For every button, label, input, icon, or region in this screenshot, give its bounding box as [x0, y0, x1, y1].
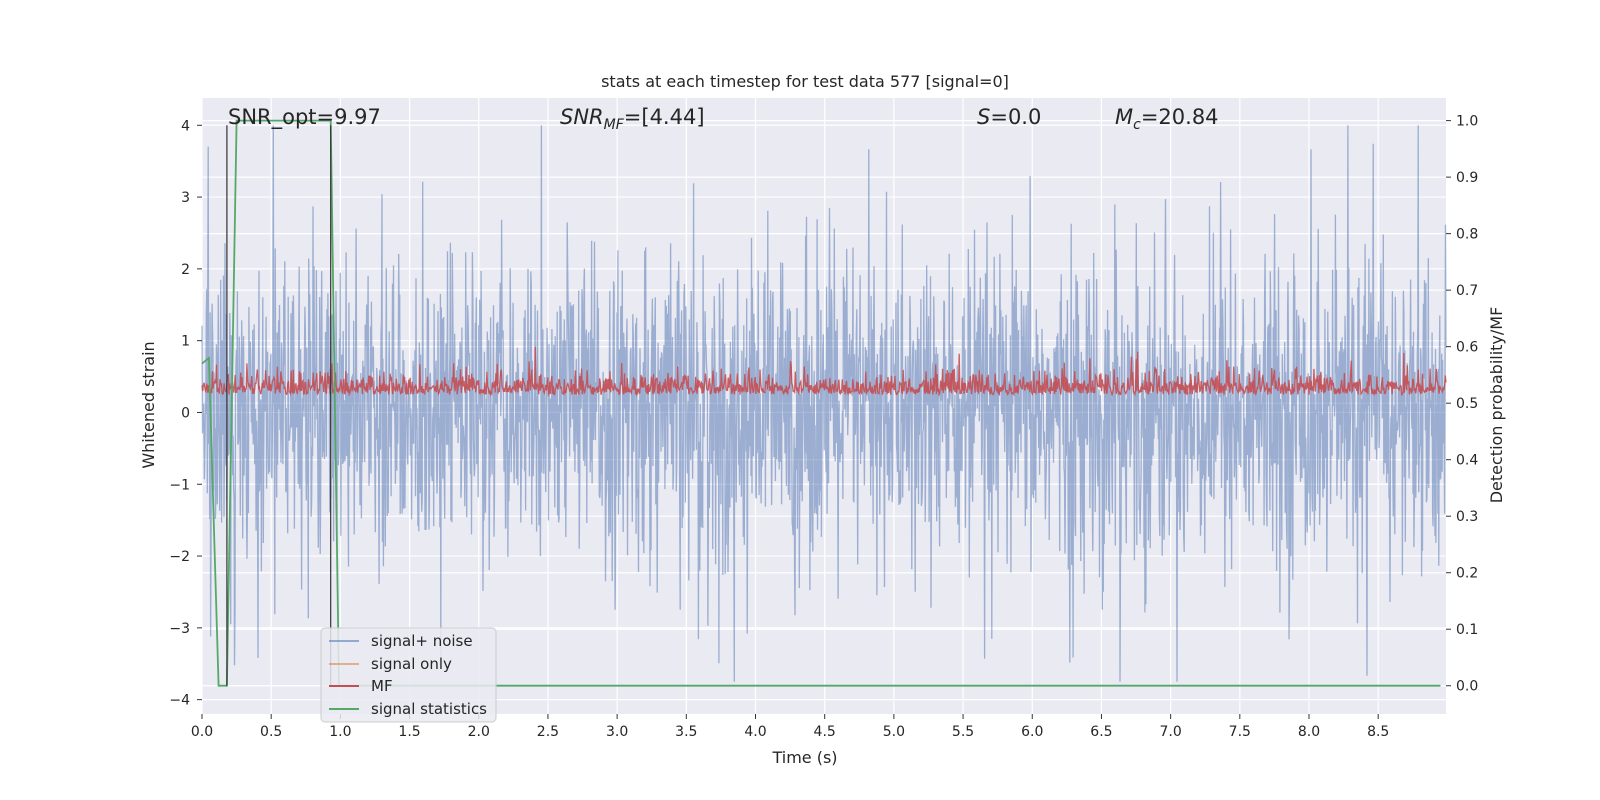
- legend-label-mf: MF: [371, 677, 393, 695]
- signal-noise-series: [201, 125, 1447, 682]
- y-axis-label-left: Whitened strain: [139, 341, 158, 468]
- y-tick-label-left: −4: [169, 693, 190, 709]
- legend-label-signal-only: signal only: [371, 655, 452, 673]
- y-tick-label-right: 0.5: [1456, 396, 1478, 412]
- mf-line: [201, 346, 1447, 398]
- x-tick-label: 5.0: [883, 724, 905, 740]
- x-tick-label: 6.0: [1021, 724, 1043, 740]
- x-tick-label: 0.5: [260, 724, 282, 740]
- y-tick-label-left: −1: [169, 477, 190, 493]
- chart-title: stats at each timestep for test data 577…: [601, 72, 1009, 91]
- y-axis-label-right: Detection probability/MF: [1487, 307, 1506, 504]
- x-tick-label: 1.5: [398, 724, 420, 740]
- annotation-mc: Mc=20.84: [1115, 105, 1219, 133]
- annotation-snr-mf: SNRMF=[4.44]: [560, 105, 705, 133]
- x-tick-label: 3.0: [606, 724, 628, 740]
- y-tick-label-left: 1: [181, 334, 190, 350]
- y-tick-label-right: 0.7: [1456, 283, 1478, 299]
- legend-box: [320, 627, 497, 723]
- legend-label-signal-statistics: signal statistics: [371, 700, 487, 718]
- x-tick-label: 8.5: [1367, 724, 1389, 740]
- y-tick-label-left: −3: [169, 621, 190, 637]
- y-tick-label-right: 1.0: [1456, 114, 1478, 130]
- annotation-snr-opt: SNR_opt=9.97: [228, 105, 381, 130]
- y-tick-label-left: −2: [169, 549, 190, 565]
- y-tick-label-left: 3: [181, 190, 190, 206]
- y-axis-left: 4 3 2 1 0 −1 −2 −3 −4: [169, 118, 202, 709]
- x-tick-label: 7.0: [1159, 724, 1181, 740]
- legend-label-signal-noise: signal+ noise: [371, 632, 473, 650]
- y-tick-label-left: 0: [181, 405, 190, 421]
- annotation-s: S=0.0: [977, 105, 1041, 129]
- x-tick-label: 4.5: [814, 724, 836, 740]
- x-axis-label: Time (s): [771, 748, 837, 767]
- x-tick-label: 4.0: [744, 724, 766, 740]
- y-tick-label-right: 0.6: [1456, 340, 1478, 356]
- y-tick-label-right: 0.8: [1456, 227, 1478, 243]
- y-tick-label-left: 4: [181, 118, 190, 134]
- signal-noise-line: [201, 125, 1447, 682]
- x-tick-label: 3.5: [675, 724, 697, 740]
- y-tick-label-left: 2: [181, 262, 190, 278]
- x-tick-label: 0.0: [191, 724, 213, 740]
- y-tick-label-right: 0.2: [1456, 566, 1478, 582]
- y-tick-label-right: 0.4: [1456, 453, 1478, 469]
- y-axis-right: 1.0 0.9 0.8 0.7 0.6 0.5 0.4 0.3 0.2 0.1 0.0: [1446, 114, 1478, 695]
- mf-series: [201, 346, 1447, 398]
- y-tick-label-right: 0.0: [1456, 679, 1478, 695]
- marker-lines: [226, 125, 332, 686]
- x-tick-label: 8.0: [1298, 724, 1320, 740]
- legend: signal+ noise signal only MF signal stat…: [320, 627, 497, 723]
- x-tick-label: 2.0: [468, 724, 490, 740]
- x-tick-label: 5.5: [952, 724, 974, 740]
- x-axis: 0.0 0.5 1.0 1.5 2.0 2.5 3.0 3.5 4.0 4.5 5.0 5.5 6.0 6…: [191, 714, 1389, 740]
- x-tick-label: 2.5: [537, 724, 559, 740]
- y-tick-label-right: 0.3: [1456, 509, 1478, 525]
- y-tick-label-right: 0.1: [1456, 622, 1478, 638]
- x-tick-label: 6.5: [1090, 724, 1112, 740]
- y-tick-label-right: 0.9: [1456, 170, 1478, 186]
- x-tick-label: 1.0: [329, 724, 351, 740]
- x-tick-label: 7.5: [1229, 724, 1251, 740]
